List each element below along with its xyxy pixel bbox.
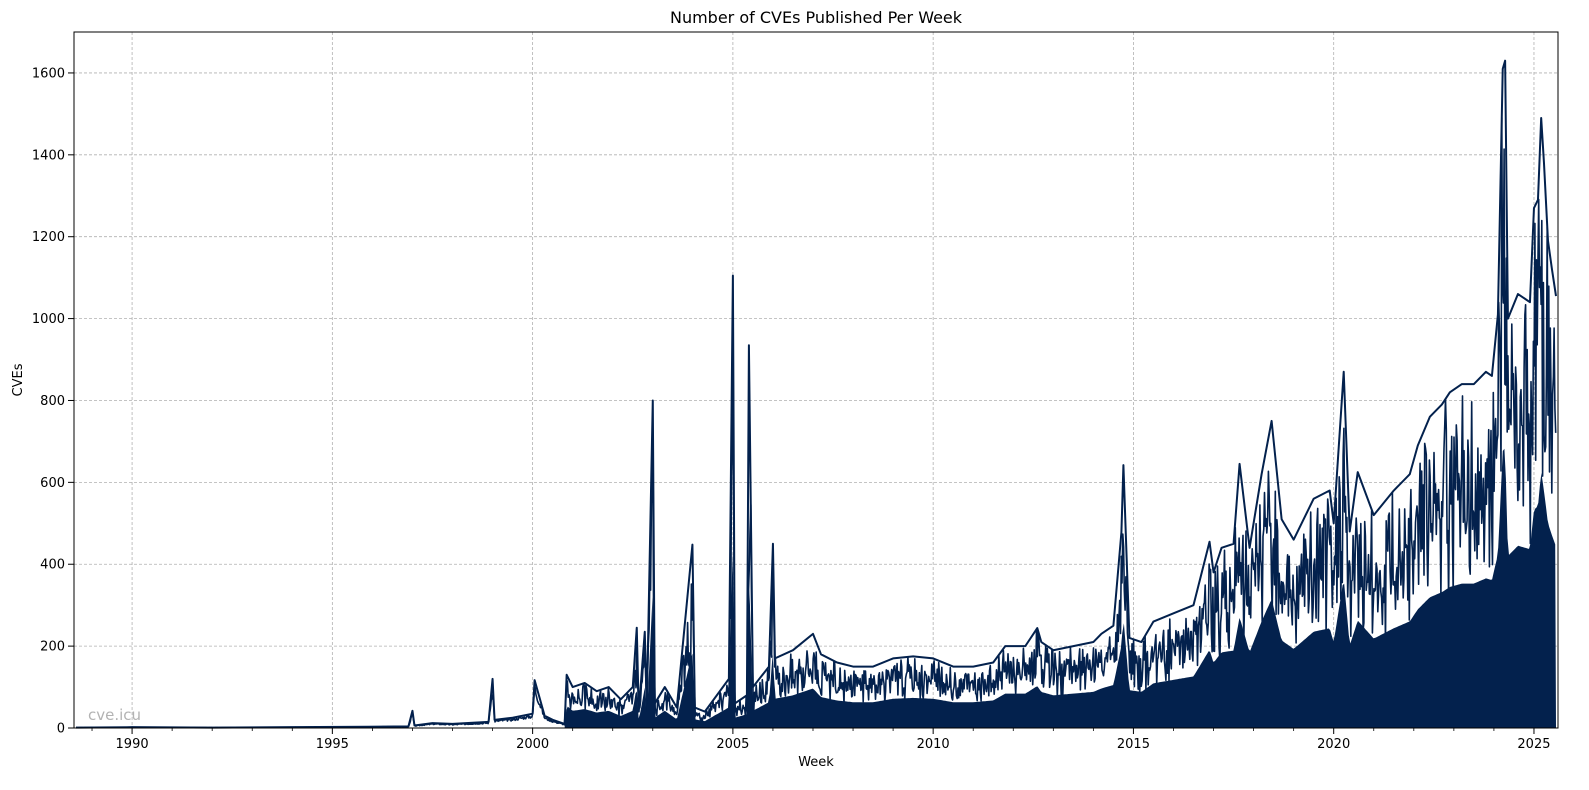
y-axis: 0 200 400 600 800 1000 1200 1400 1600: [32, 66, 74, 737]
series-weekly-line: [76, 116, 1557, 729]
y-tick-label: 1200: [32, 230, 65, 245]
plot-frame: [73, 31, 1559, 729]
x-tick-label: 2015: [1117, 737, 1150, 752]
series-fill: [564, 448, 1556, 728]
y-tick-label: 400: [40, 558, 65, 573]
y-tick-label: 600: [40, 476, 65, 491]
x-tick-label: 2005: [716, 737, 749, 752]
watermark: cve.icu: [88, 706, 141, 724]
x-tick-label: 2020: [1317, 737, 1350, 752]
series-envelope-line: [75, 59, 1557, 729]
x-tick-label: 2010: [917, 737, 950, 752]
x-tick-label: 2000: [516, 737, 549, 752]
y-tick-label: 800: [40, 394, 65, 409]
data-series: [75, 59, 1557, 729]
y-tick-label: 1000: [32, 312, 65, 327]
x-axis-label: Week: [798, 755, 834, 770]
y-tick-label: 200: [40, 640, 65, 655]
x-axis: 1990 1995 2000 2005 2010 2015 2020 2025: [91, 728, 1551, 752]
x-tick-label: 1990: [116, 737, 149, 752]
y-axis-label: CVEs: [11, 363, 26, 396]
y-tick-label: 0: [57, 722, 65, 737]
y-tick-label: 1400: [32, 148, 65, 163]
chart-title: Number of CVEs Published Per Week: [670, 8, 963, 27]
y-tick-label: 1600: [32, 66, 65, 81]
x-tick-label: 2025: [1517, 737, 1550, 752]
x-tick-label: 1995: [316, 737, 349, 752]
